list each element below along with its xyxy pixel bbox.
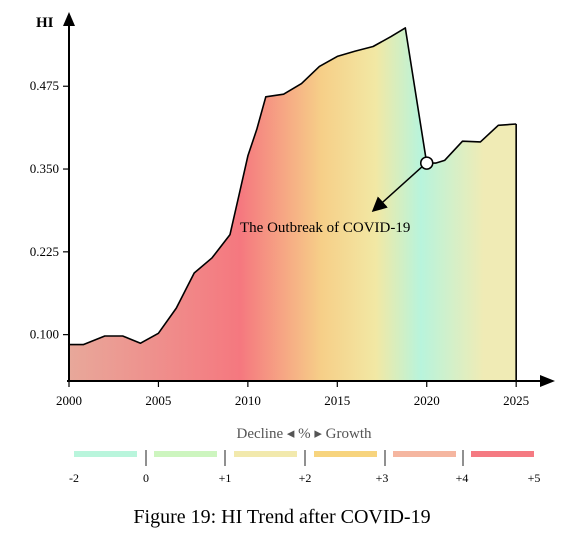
x-tick-label: 2025 bbox=[503, 393, 529, 408]
color-scale-tick-label: 0 bbox=[143, 471, 149, 485]
color-scale-tick-label: -2 bbox=[69, 471, 79, 485]
y-axis-label: HI bbox=[36, 15, 54, 31]
color-scale-segment bbox=[471, 451, 534, 457]
color-scale-segment bbox=[234, 451, 297, 457]
color-scale-segment bbox=[393, 451, 456, 457]
color-scale-segment bbox=[74, 451, 137, 457]
x-tick-label: 2000 bbox=[56, 393, 82, 408]
figure-caption: Figure 19: HI Trend after COVID-19 bbox=[133, 506, 431, 528]
color-scale-ticks: -2 0 +1 +2 +3 +4 +5 bbox=[69, 471, 540, 485]
y-tick-label: 0.100 bbox=[30, 327, 59, 342]
scale-title: Decline ◂ % ▸ Growth bbox=[236, 426, 372, 442]
y-tick-label: 0.350 bbox=[30, 161, 59, 176]
chart: HI 0.100 0.225 0.350 0.475 2000 2005 2010 2015… bbox=[30, 12, 555, 485]
y-axis-arrow bbox=[63, 12, 75, 26]
hi-line bbox=[69, 27, 517, 346]
color-scale bbox=[74, 450, 534, 466]
color-scale-tick-label: +3 bbox=[376, 471, 389, 485]
y-tick-label: 0.475 bbox=[30, 78, 59, 93]
x-tick-label: 2010 bbox=[235, 393, 261, 408]
annotation-point bbox=[419, 156, 434, 170]
x-ticks: 2000 2005 2010 2015 2020 2025 bbox=[56, 381, 529, 408]
annotation-arrow bbox=[371, 166, 423, 213]
color-scale-tick-label: +5 bbox=[528, 471, 541, 485]
annotation: The Outbreak of COVID-19 bbox=[240, 156, 434, 236]
x-tick-label: 2020 bbox=[414, 393, 440, 408]
x-tick-label: 2005 bbox=[145, 393, 171, 408]
color-scale-segment bbox=[154, 451, 217, 457]
x-tick-label: 2015 bbox=[324, 393, 350, 408]
color-scale-tick-label: +1 bbox=[219, 471, 232, 485]
annotation-text: The Outbreak of COVID-19 bbox=[240, 220, 410, 236]
color-scale-segment bbox=[314, 451, 377, 457]
y-ticks: 0.100 0.225 0.350 0.475 bbox=[30, 78, 69, 342]
x-axis-arrow bbox=[540, 375, 555, 387]
y-tick-label: 0.225 bbox=[30, 244, 59, 259]
color-scale-tick-label: +2 bbox=[299, 471, 312, 485]
hi-area bbox=[69, 27, 517, 382]
color-scale-tick-label: +4 bbox=[456, 471, 469, 485]
